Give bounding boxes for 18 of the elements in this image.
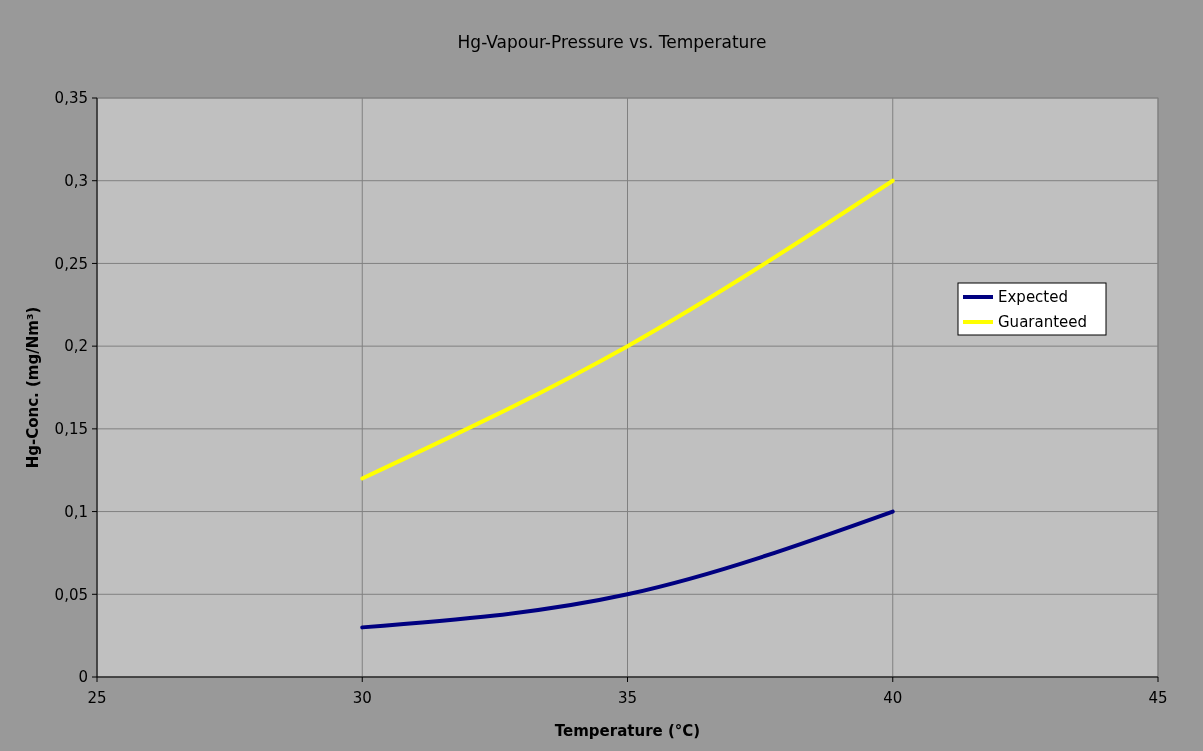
y-tick-label: 0,3	[64, 171, 88, 190]
y-tick-label: 0	[78, 668, 88, 687]
y-tick-label: 0,1	[64, 502, 88, 521]
x-tick-label: 30	[352, 689, 372, 707]
x-tick-label: 35	[617, 689, 638, 707]
x-tick-label: 40	[883, 689, 903, 707]
legend-label: Expected	[998, 288, 1068, 307]
x-tick-label: 25	[87, 689, 107, 707]
y-tick-label: 0,2	[64, 337, 88, 356]
y-tick-label: 0,25	[54, 254, 88, 273]
y-tick-label: 0,15	[54, 420, 88, 439]
x-axis-title: Temperature (°C)	[554, 722, 701, 740]
x-tick-label: 45	[1148, 689, 1168, 707]
legend-label: Guaranteed	[998, 313, 1088, 332]
y-tick-label: 0,35	[54, 89, 88, 108]
y-tick-label: 0,05	[54, 585, 88, 604]
chart-title: Hg-Vapour-Pressure vs. Temperature	[457, 32, 767, 52]
y-axis-title: Hg-Conc. (mg/Nm³)	[24, 306, 42, 469]
